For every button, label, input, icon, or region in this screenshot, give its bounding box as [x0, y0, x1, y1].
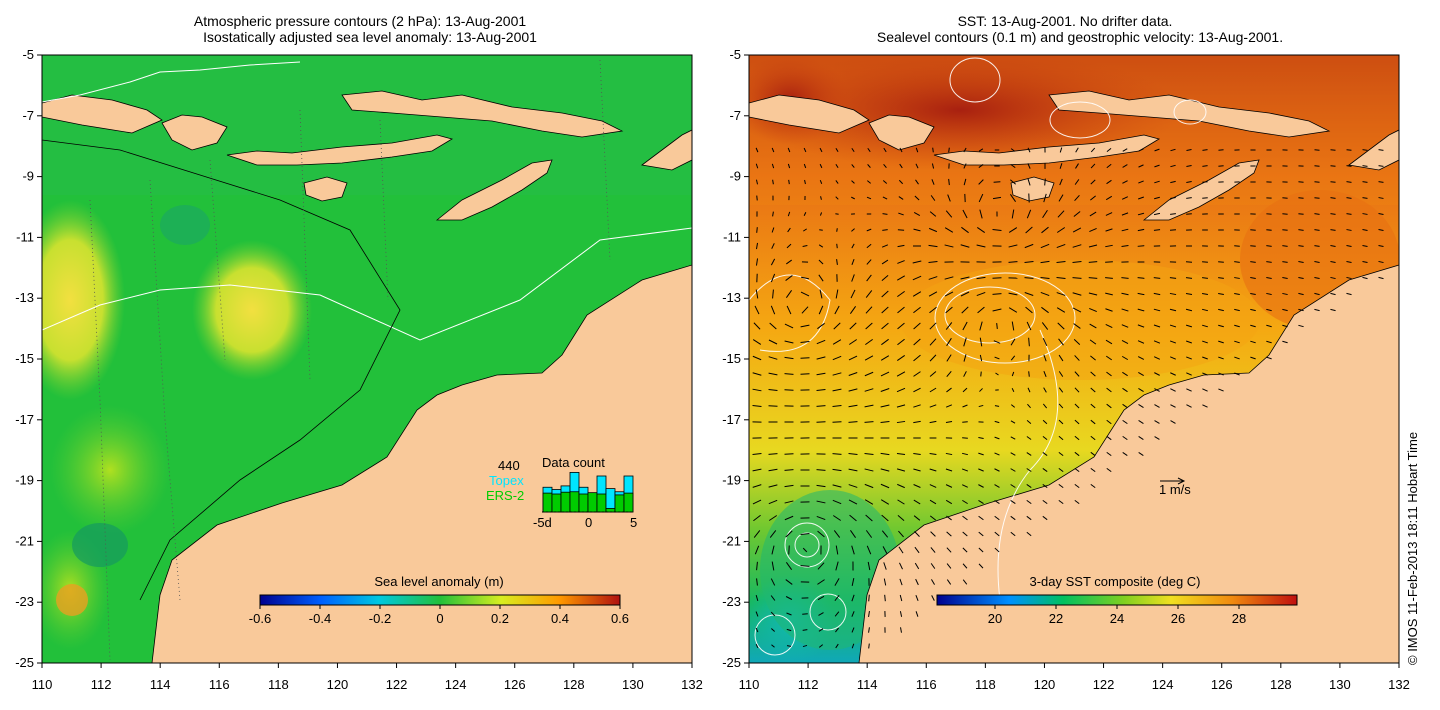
- ers2-count-bar: [569, 491, 580, 513]
- side-credit: © IMOS 11-Feb-2013 18:11 Hobart Time: [1405, 432, 1420, 665]
- velocity-scale: 1 m/s: [1159, 477, 1191, 497]
- ers2-count-bar: [623, 492, 634, 513]
- left-x-tick-label: 132: [681, 677, 703, 692]
- velocity-scale-label: 1 m/s: [1159, 482, 1191, 497]
- right-y-tick-label: -15: [722, 351, 741, 366]
- left-x-tick-label: 124: [445, 677, 467, 692]
- map-axes: 110 112 114 116 118 120 122 124 126 128 130 132 -5 -7…: [15, 47, 1410, 692]
- sla-high-west: [42, 200, 125, 400]
- sst-colorbar-tick: 26: [1171, 611, 1185, 626]
- right-y-tick-label: -17: [722, 412, 741, 427]
- right-x-tick-label: 118: [975, 677, 996, 692]
- sst-colorbar-tick: 20: [988, 611, 1002, 626]
- right-x-tick-label: 128: [1270, 677, 1292, 692]
- left-x-tick-label: 122: [386, 677, 408, 692]
- left-x-tick-label: 114: [150, 677, 171, 692]
- right-x-tick-label: 126: [1211, 677, 1233, 692]
- right-x-tick-label: 112: [798, 677, 819, 692]
- ers2-count-bar: [560, 491, 571, 513]
- topex-legend-label: Topex: [489, 473, 524, 488]
- ers2-count-bar: [551, 493, 562, 513]
- ers2-count-bar: [605, 507, 616, 513]
- ers2-count-bar: [614, 494, 625, 513]
- left-y-tick-label: -13: [15, 290, 34, 305]
- sst-colorbar-tick: 24: [1110, 611, 1124, 626]
- right-title-line1: SST: 13-Aug-2001. No drifter data.: [957, 13, 1173, 29]
- left-x-tick-label: 116: [209, 677, 230, 692]
- left-y-tick-label: -7: [22, 108, 34, 123]
- right-x-tick-label: 124: [1152, 677, 1174, 692]
- data-count-axis-0: 0: [585, 515, 592, 530]
- left-y-tick-label: -23: [15, 594, 34, 609]
- right-map-panel[interactable]: [730, 50, 1400, 665]
- right-x-tick-label: 130: [1329, 677, 1351, 692]
- right-y-tick-label: -9: [729, 169, 741, 184]
- geostrophic-velocity-field: [752, 147, 1384, 649]
- sla-colorbar-tick: -0.4: [309, 611, 331, 626]
- sla-colorbar-tick: 0.6: [611, 611, 629, 626]
- right-y-tick-label: -21: [722, 533, 741, 548]
- right-y-tick-label: -23: [722, 594, 741, 609]
- ers2-legend-label: ERS-2: [486, 488, 524, 503]
- ers2-count-bar: [587, 492, 598, 513]
- sst-colorbar-tick: 28: [1232, 611, 1246, 626]
- left-map-panel[interactable]: [15, 55, 692, 663]
- left-y-tick-label: -19: [15, 473, 34, 488]
- right-x-tick-label: 132: [1388, 677, 1410, 692]
- ers2-count-bar: [578, 493, 589, 513]
- left-y-tick-label: -17: [15, 412, 34, 427]
- right-y-tick-label: -5: [729, 47, 741, 62]
- sealevel-contours: [749, 57, 1207, 656]
- right-y-tick-label: -13: [722, 290, 741, 305]
- left-y-tick-label: -21: [15, 533, 34, 548]
- data-count-inset: Data count 440 Topex ERS-2 -5d 0 5: [486, 455, 637, 530]
- left-y-tick-label: -5: [22, 47, 34, 62]
- sla-colorbar-tick: 0.2: [491, 611, 509, 626]
- right-x-tick-label: 114: [857, 677, 878, 692]
- right-y-tick-label: -7: [729, 108, 741, 123]
- right-y-tick-label: -19: [722, 473, 741, 488]
- sla-colorbar: Sea level anomaly (m) -0.6 -0.4 -0.2 0 0.2 0.…: [249, 574, 629, 626]
- left-x-tick-label: 110: [32, 677, 53, 692]
- right-y-tick-label: -25: [722, 655, 741, 670]
- left-x-tick-label: 112: [91, 677, 112, 692]
- sla-colorbar-tick: -0.6: [249, 611, 271, 626]
- sst-colorbar-tick: 22: [1049, 611, 1063, 626]
- left-y-tick-label: -11: [16, 229, 34, 244]
- data-count-axis-neg5: -5d: [533, 515, 552, 530]
- sst-colorbar: 3-day SST composite (deg C) 20 22 24 26 28: [936, 574, 1298, 626]
- right-x-tick-label: 110: [739, 677, 760, 692]
- left-y-tick-label: -15: [15, 351, 34, 366]
- sla-colorbar-tick: 0: [436, 611, 443, 626]
- sst-colorbar-title: 3-day SST composite (deg C): [1030, 574, 1201, 589]
- left-x-tick-label: 126: [504, 677, 526, 692]
- right-title-line2: Sealevel contours (0.1 m) and geostrophi…: [876, 29, 1284, 45]
- right-x-tick-label: 120: [1034, 677, 1056, 692]
- data-count-total: 440: [498, 458, 520, 473]
- sla-colorbar-tick: 0.4: [551, 611, 569, 626]
- ers2-count-bar: [542, 492, 553, 513]
- left-x-tick-label: 120: [327, 677, 349, 692]
- ers2-count-bar: [596, 493, 607, 513]
- left-x-tick-label: 118: [268, 677, 289, 692]
- sla-high-centre: [192, 240, 312, 380]
- left-y-tick-label: -9: [22, 169, 34, 184]
- left-title-line2: Isostatically adjusted sea level anomaly…: [203, 29, 537, 45]
- data-count-title: Data count: [542, 455, 605, 470]
- right-y-tick-label: -11: [723, 229, 741, 244]
- sla-colorbar-title: Sea level anomaly (m): [374, 574, 503, 589]
- left-y-tick-label: -25: [15, 655, 34, 670]
- left-x-tick-label: 128: [563, 677, 585, 692]
- right-x-tick-label: 116: [916, 677, 937, 692]
- data-count-axis-5: 5: [630, 515, 637, 530]
- left-title-line1: Atmospheric pressure contours (2 hPa): 1…: [193, 13, 527, 29]
- left-x-tick-label: 130: [622, 677, 644, 692]
- right-x-tick-label: 122: [1093, 677, 1115, 692]
- sla-colorbar-tick: -0.2: [369, 611, 391, 626]
